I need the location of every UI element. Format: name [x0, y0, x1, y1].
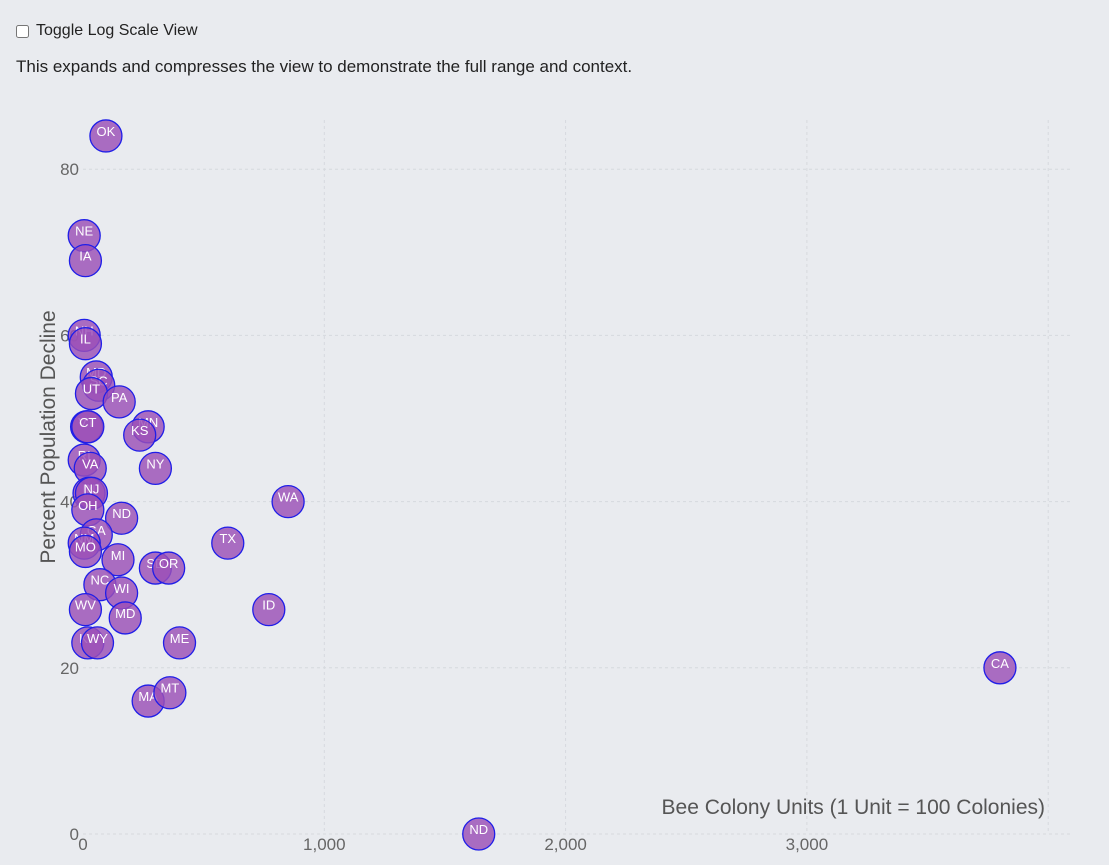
data-point[interactable]: IA — [68, 243, 103, 278]
data-point-label: WA — [278, 490, 299, 505]
data-point[interactable]: NY — [138, 451, 173, 486]
data-point-marker[interactable] — [153, 676, 187, 710]
data-point-marker[interactable] — [138, 451, 173, 486]
data-point-label: CA — [991, 656, 1009, 671]
data-point-marker[interactable] — [211, 526, 245, 560]
data-point-label: ND — [469, 822, 488, 837]
data-point-marker[interactable] — [68, 534, 103, 569]
data-point-label: OK — [97, 124, 116, 139]
data-point-label: MI — [111, 548, 125, 563]
data-point-label: CT — [79, 415, 96, 430]
data-point-label: TX — [219, 531, 236, 546]
data-point-marker[interactable] — [68, 243, 103, 278]
data-point-label: OR — [159, 556, 179, 571]
data-point-label: MT — [160, 681, 179, 696]
data-point-marker[interactable] — [102, 385, 136, 419]
data-point-label: WY — [87, 631, 108, 646]
x-tick-label: 0 — [78, 835, 87, 854]
data-point[interactable]: ID — [252, 592, 286, 627]
x-tick-label: 2,000 — [544, 835, 587, 854]
data-point[interactable]: WI — [104, 576, 139, 610]
data-point[interactable]: MO — [68, 534, 103, 569]
data-point-marker[interactable] — [271, 484, 305, 519]
data-point-label: KS — [131, 423, 149, 438]
data-point-marker[interactable] — [80, 626, 115, 660]
data-point-marker[interactable] — [71, 410, 105, 444]
data-point[interactable]: UT — [74, 376, 109, 411]
data-point-label: ND — [112, 506, 131, 521]
data-point-label: NY — [146, 456, 164, 471]
y-tick-label: 80 — [60, 160, 79, 179]
data-point-marker[interactable] — [162, 626, 197, 660]
data-point[interactable]: ND — [462, 817, 496, 851]
x-tick-label: 3,000 — [786, 835, 829, 854]
data-point[interactable]: ND — [104, 501, 139, 535]
points-layer: OKNEIANHILMDSCUTPAVTCTMNKSRIVANYWAINNJOH… — [67, 119, 1017, 851]
data-point-label: UT — [83, 382, 100, 397]
data-point-label: NC — [91, 573, 110, 588]
data-point[interactable]: WA — [271, 484, 305, 519]
data-point-marker[interactable] — [68, 327, 103, 361]
data-point-label: IA — [79, 249, 92, 264]
y-tick-label: 20 — [60, 659, 79, 678]
log-scale-checkbox[interactable] — [16, 24, 29, 38]
data-point[interactable]: WV — [68, 592, 103, 627]
y-axis-title: Percent Population Decline — [37, 310, 60, 563]
data-point[interactable]: IL — [68, 327, 103, 361]
data-point[interactable]: CA — [983, 651, 1017, 685]
data-point[interactable]: KS — [123, 418, 157, 452]
data-point[interactable]: TX — [211, 526, 245, 560]
data-point-marker[interactable] — [462, 817, 496, 851]
data-point-label: NE — [75, 224, 93, 239]
data-point-label: IL — [80, 332, 91, 347]
data-point[interactable]: CT — [71, 410, 105, 444]
data-point-label: VA — [82, 456, 99, 471]
data-point[interactable]: PA — [102, 385, 136, 419]
data-point-label: WI — [114, 581, 130, 596]
data-point-marker[interactable] — [101, 543, 135, 577]
data-point-label: ID — [262, 598, 275, 613]
controls-panel: Toggle Log Scale View — [16, 22, 198, 40]
data-point-label: WV — [75, 598, 96, 613]
x-tick-label: 1,000 — [303, 835, 346, 854]
y-tick-label: 0 — [70, 825, 79, 844]
data-point-marker[interactable] — [152, 551, 186, 585]
data-point-marker[interactable] — [68, 592, 103, 627]
data-point-marker[interactable] — [89, 119, 123, 153]
data-point[interactable]: WY — [80, 626, 115, 660]
grid-layer — [83, 120, 1072, 835]
data-point[interactable]: ME — [162, 626, 197, 660]
log-scale-toggle-label: Toggle Log Scale View — [36, 22, 198, 39]
data-point[interactable]: MT — [153, 676, 187, 710]
data-point-marker[interactable] — [104, 501, 139, 535]
data-point-label: ME — [170, 631, 190, 646]
data-point-label: MD — [115, 606, 135, 621]
data-point-label: NJ — [84, 481, 100, 496]
data-point-label: PA — [111, 390, 128, 405]
data-point-label: MO — [75, 539, 96, 554]
data-point-marker[interactable] — [108, 601, 142, 635]
data-point[interactable]: OR — [152, 551, 186, 585]
chart-description: This expands and compresses the view to … — [16, 57, 633, 76]
data-point-label: OH — [78, 498, 98, 513]
data-point-marker[interactable] — [123, 418, 157, 452]
x-axis-title: Bee Colony Units (1 Unit = 100 Colonies) — [662, 796, 1045, 819]
data-point-marker[interactable] — [983, 651, 1017, 685]
data-point[interactable]: OK — [89, 119, 123, 153]
data-point-marker[interactable] — [252, 592, 286, 627]
data-point[interactable]: MD — [108, 601, 142, 635]
data-point[interactable]: OH — [71, 493, 105, 527]
data-point[interactable]: MI — [101, 543, 135, 577]
log-scale-toggle[interactable]: Toggle Log Scale View — [16, 22, 198, 40]
